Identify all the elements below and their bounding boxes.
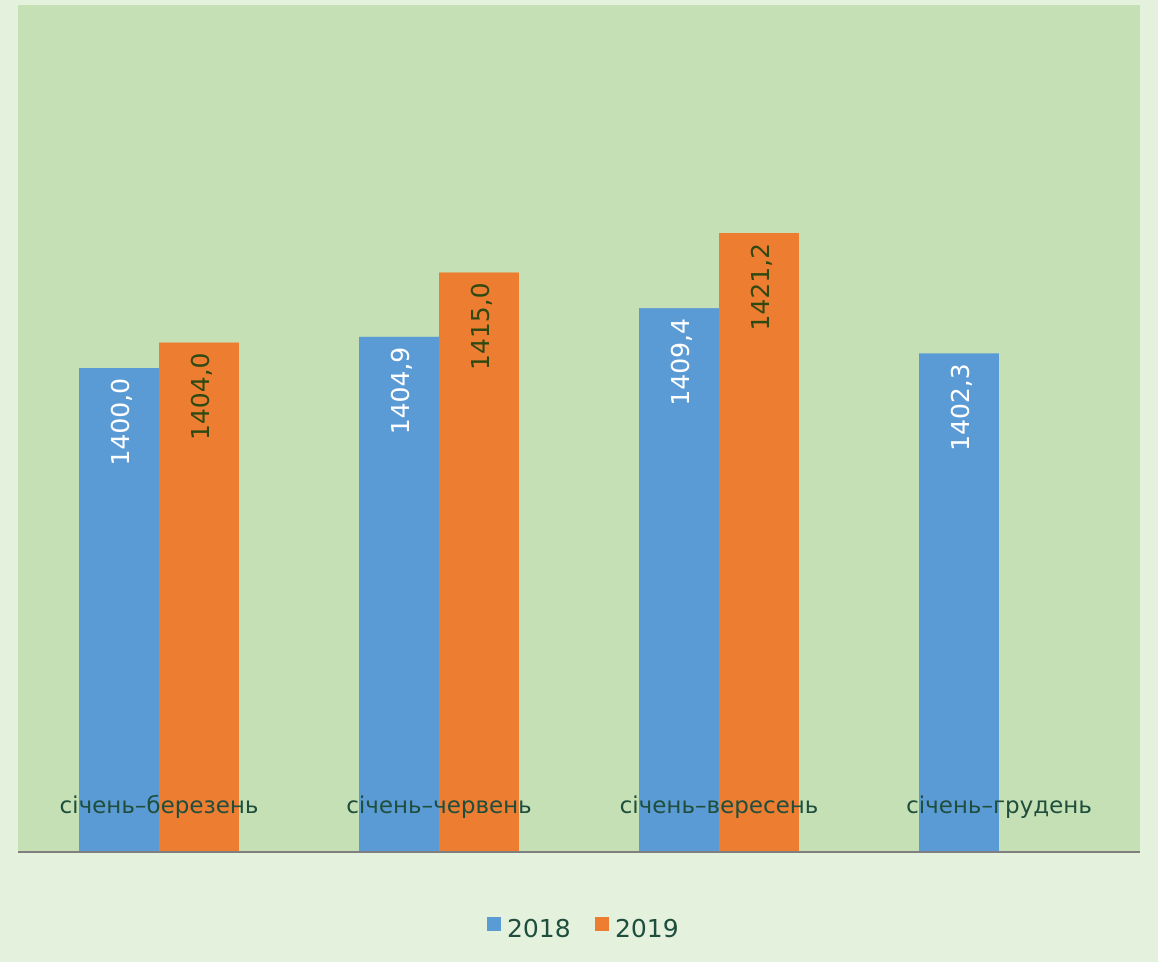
data-label-2018-2: 1404,9 bbox=[386, 347, 415, 434]
legend-label-2018: 2018 bbox=[507, 914, 571, 943]
category-label-2: січень–червень bbox=[346, 793, 532, 819]
legend-label-2019: 2019 bbox=[615, 914, 679, 943]
data-label-2018-1: 1400,0 bbox=[106, 378, 135, 465]
legend: 2018 2019 bbox=[487, 914, 679, 943]
bar-2019-1 bbox=[159, 342, 239, 852]
data-labels-group: 1400,0 1404,9 1409,4 1402,3 1404,0 1415,0 1421… bbox=[106, 243, 975, 465]
data-label-2019-1: 1404,0 bbox=[186, 353, 215, 440]
bar-2018-1 bbox=[79, 368, 159, 852]
category-label-3: січень–вересень bbox=[620, 793, 819, 819]
bar-2019-3 bbox=[719, 232, 799, 852]
data-label-2018-4: 1402,3 bbox=[946, 363, 975, 450]
legend-swatch-2018 bbox=[487, 917, 501, 931]
data-label-2019-3: 1421,2 bbox=[746, 243, 775, 330]
bar-2018-4 bbox=[919, 353, 999, 852]
bar-2018-3 bbox=[639, 308, 719, 852]
data-label-2019-2: 1415,0 bbox=[466, 282, 495, 369]
category-label-4: січень–грудень bbox=[906, 793, 1092, 819]
legend-swatch-2019 bbox=[595, 917, 609, 931]
category-labels-group: січень–березень січень–червень січень–вере… bbox=[60, 793, 1092, 819]
data-label-2018-3: 1409,4 bbox=[666, 318, 695, 405]
bar-2018-2 bbox=[359, 336, 439, 852]
bars-group bbox=[79, 232, 999, 852]
category-label-1: січень–березень bbox=[60, 793, 259, 819]
bar-2019-2 bbox=[439, 272, 519, 852]
